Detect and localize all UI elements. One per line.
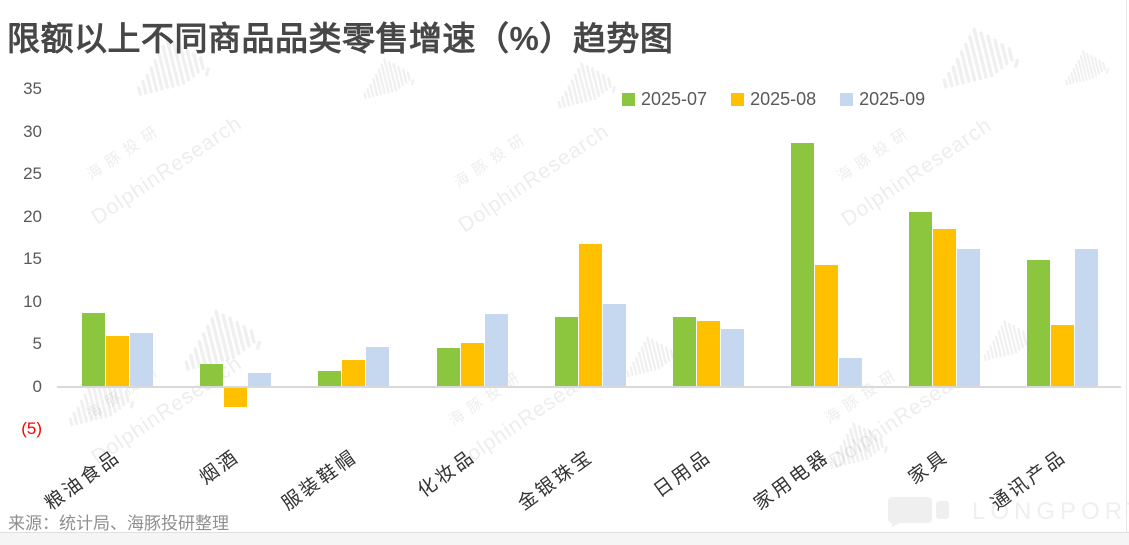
window-bottom-edge: [0, 532, 1129, 545]
chart-title: 限额以上不同商品品类零售增速（%）趋势图: [7, 20, 674, 57]
x-axis-label-化妆品: 化妆品: [414, 446, 480, 502]
bar-2025-08-烟酒: [224, 388, 248, 407]
y-axis-tick-10: 10: [23, 291, 42, 311]
x-axis-label-金银珠宝: 金银珠宝: [514, 446, 598, 515]
longport-watermark: LONGPORT: [888, 497, 1129, 527]
y-axis-tick-20: 20: [23, 206, 42, 226]
x-axis-label-烟酒: 烟酒: [195, 446, 244, 489]
legend-item-2025-07: 2025-07: [622, 89, 707, 110]
legend-item-2025-08: 2025-08: [731, 89, 816, 110]
bar-2025-07-日用品: [672, 316, 696, 387]
legend-label: 2025-07: [641, 89, 708, 109]
bar-2025-07-家具: [909, 211, 933, 387]
bar-2025-08-服装鞋帽: [342, 360, 366, 387]
bar-2025-08-化妆品: [460, 343, 484, 387]
legend-swatch-icon: [622, 93, 635, 106]
bar-2025-08-日用品: [696, 321, 720, 387]
bar-2025-07-烟酒: [200, 363, 224, 387]
longport-logo-icon: [888, 497, 949, 527]
bar-2025-09-粮油食品: [130, 333, 153, 387]
y-axis-tick-neg5neg: (5): [21, 418, 42, 438]
bar-2025-07-服装鞋帽: [318, 371, 342, 387]
chart-legend: 2025-07 2025-08 2025-09: [622, 89, 925, 110]
y-axis-tick-25: 25: [23, 164, 42, 184]
legend-label: 2025-08: [750, 89, 817, 109]
bar-2025-09-化妆品: [484, 313, 508, 387]
legend-swatch-icon: [731, 93, 745, 106]
legend-label: 2025-09: [859, 89, 926, 109]
longport-wordmark: LONGPORT: [972, 498, 1129, 525]
y-axis-tick-5: 5: [32, 334, 42, 354]
bar-2025-07-金银珠宝: [554, 316, 578, 387]
bar-2025-08-金银珠宝: [578, 243, 602, 387]
watermark-text-en: DolphinResearch: [87, 111, 247, 230]
x-axis-label-日用品: 日用品: [650, 446, 717, 502]
bar-2025-09-日用品: [720, 328, 744, 387]
bar-2025-09-服装鞋帽: [366, 347, 390, 387]
bar-2025-08-家用电器: [814, 265, 838, 387]
y-axis-tick-0: 0: [32, 376, 42, 396]
legend-item-2025-09: 2025-09: [840, 89, 925, 110]
bar-2025-07-通讯产品: [1027, 260, 1051, 387]
bar-2025-09-烟酒: [248, 372, 272, 387]
x-axis-label-服装鞋帽: 服装鞋帽: [278, 446, 362, 515]
watermark-text-en: DolphinResearch: [454, 119, 614, 238]
bar-2025-09-家用电器: [838, 357, 862, 387]
bar-2025-09-金银珠宝: [602, 304, 626, 387]
watermark-text-cn: 海豚投研: [833, 122, 917, 186]
y-axis-tick-30: 30: [23, 121, 42, 141]
watermark-text-cn: 海豚投研: [83, 120, 167, 184]
x-axis-line: [57, 386, 1121, 388]
legend-swatch-icon: [840, 93, 854, 106]
x-axis-label-家具: 家具: [904, 446, 953, 489]
bar-2025-07-化妆品: [436, 348, 460, 387]
bar-2025-08-粮油食品: [106, 336, 129, 387]
watermark-text-cn: 海豚投研: [450, 128, 534, 192]
bar-2025-07-粮油食品: [82, 312, 105, 387]
y-axis-tick-15: 15: [23, 249, 42, 269]
source-note: 来源：统计局、海豚投研整理: [8, 514, 229, 533]
x-axis-label-粮油食品: 粮油食品: [41, 446, 126, 515]
x-axis-label-家用电器: 家用电器: [750, 446, 835, 515]
bar-2025-09-通讯产品: [1075, 249, 1099, 387]
window-right-edge: [1126, 0, 1127, 533]
bar-2025-07-家用电器: [790, 142, 814, 387]
bar-2025-09-家具: [957, 249, 981, 387]
bar-2025-08-通讯产品: [1051, 324, 1075, 387]
bar-2025-08-家具: [933, 228, 957, 387]
y-axis-tick-35: 35: [23, 79, 42, 99]
